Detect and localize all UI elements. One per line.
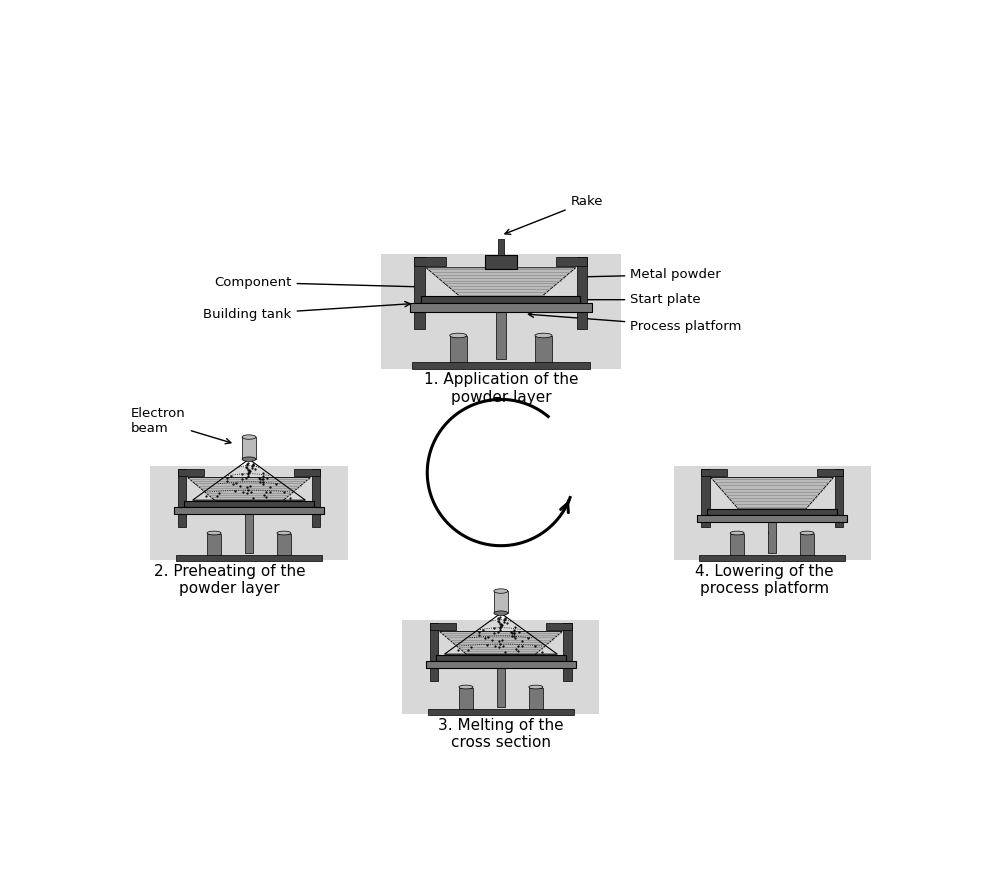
Bar	[178, 469, 204, 476]
Bar	[707, 509, 837, 514]
Polygon shape	[426, 268, 576, 296]
Text: Electron
beam: Electron beam	[131, 407, 231, 444]
Bar	[242, 437, 256, 459]
Ellipse shape	[529, 685, 543, 689]
Bar	[497, 668, 505, 707]
Bar	[674, 466, 871, 560]
Bar	[835, 469, 843, 528]
Bar	[699, 555, 845, 561]
Ellipse shape	[494, 611, 508, 615]
Text: 1. Application of the
powder layer: 1. Application of the powder layer	[424, 372, 578, 405]
Bar	[178, 469, 186, 528]
Bar	[768, 522, 776, 553]
Bar	[414, 257, 446, 266]
Bar	[701, 469, 710, 528]
Bar	[800, 534, 814, 558]
Ellipse shape	[494, 589, 508, 594]
Text: Start plate: Start plate	[544, 293, 701, 306]
Ellipse shape	[459, 685, 473, 689]
Ellipse shape	[242, 435, 256, 440]
Text: Metal powder: Metal powder	[582, 268, 721, 281]
Polygon shape	[440, 632, 562, 655]
Bar	[184, 501, 314, 506]
Ellipse shape	[242, 457, 256, 461]
Bar	[817, 469, 843, 476]
Bar	[701, 469, 727, 476]
Bar	[428, 709, 574, 715]
Bar	[174, 506, 324, 514]
Bar	[535, 336, 552, 366]
Ellipse shape	[730, 531, 744, 535]
Bar	[496, 312, 506, 360]
Bar	[494, 591, 508, 613]
Bar	[563, 623, 572, 682]
Bar	[412, 362, 590, 369]
Ellipse shape	[277, 531, 291, 535]
Bar	[207, 534, 221, 558]
Bar	[459, 688, 473, 712]
Text: Process platform: Process platform	[528, 312, 742, 333]
Bar	[697, 514, 847, 522]
Bar	[421, 296, 580, 303]
Text: 2. Preheating of the
powder layer: 2. Preheating of the powder layer	[154, 564, 305, 596]
Text: Rake: Rake	[505, 195, 603, 234]
Bar	[529, 688, 543, 712]
Bar	[150, 466, 348, 560]
Text: Component: Component	[214, 276, 420, 289]
Bar	[294, 469, 320, 476]
Ellipse shape	[450, 333, 467, 338]
Bar	[410, 303, 592, 312]
Bar	[402, 620, 599, 714]
Bar	[414, 257, 425, 328]
Bar	[556, 257, 587, 266]
Bar	[176, 555, 322, 561]
Bar	[546, 623, 572, 630]
Bar	[381, 254, 621, 368]
Bar	[277, 534, 291, 558]
Text: Building tank: Building tank	[203, 302, 410, 320]
Bar	[430, 623, 456, 630]
Bar	[426, 660, 576, 668]
Text: 3. Melting of the
cross section: 3. Melting of the cross section	[438, 718, 564, 750]
Bar	[312, 469, 320, 528]
Bar	[430, 623, 438, 682]
Text: 4. Lowering of the
process platform: 4. Lowering of the process platform	[695, 564, 834, 596]
Bar	[730, 534, 744, 558]
Bar	[577, 257, 587, 328]
Bar	[245, 514, 253, 553]
Bar	[450, 336, 467, 366]
Ellipse shape	[207, 531, 221, 535]
Ellipse shape	[535, 333, 552, 338]
Bar	[485, 255, 517, 269]
Ellipse shape	[800, 531, 814, 535]
Bar	[498, 239, 504, 255]
Polygon shape	[711, 477, 833, 509]
Polygon shape	[188, 477, 310, 501]
Bar	[436, 655, 566, 660]
